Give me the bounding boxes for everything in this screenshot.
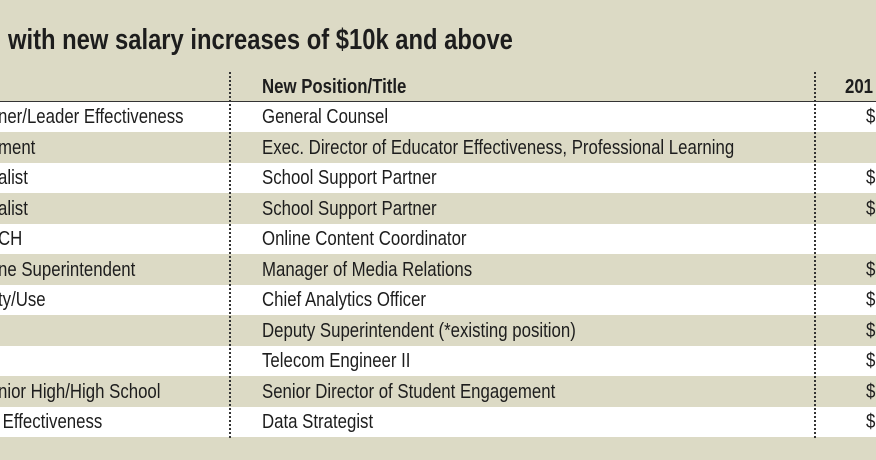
column-divider [814,72,816,438]
salary: $ [866,197,876,220]
table-row: ment Exec. Director of Educator Effective… [0,133,876,163]
new-position: Chief Analytics Officer [262,289,427,311]
old-position: CH [0,228,23,250]
old-position: ment [0,136,36,159]
salary: $ [866,258,876,281]
column-header: New Position/Title [262,76,407,98]
new-position: School Support Partner [262,197,437,220]
table-row: ne Superintendent Manager of Media Relati… [0,255,876,285]
new-position: Data Strategist [262,411,374,433]
new-position: General Counsel [262,106,389,128]
salary: $ [866,106,876,128]
header-rule [0,101,876,102]
new-position: Online Content Coordinator [262,228,467,250]
table-row: CH Online Content Coordinator [0,224,876,254]
old-position: alist [0,167,28,189]
table-row: nior High/High School Senior Director of … [0,377,876,407]
old-position: ne Superintendent [0,258,136,281]
old-position: ner/Leader Effectiveness [0,106,184,128]
table-row: Deputy Superintendent (*existing positio… [0,316,876,346]
table-title: with new salary increases of $10k and ab… [8,24,513,56]
table-row: ner/Leader Effectiveness General Counsel $ [0,102,876,132]
table-row: alist School Support Partner $ [0,163,876,193]
new-position: School Support Partner [262,167,437,189]
column-divider [229,72,231,438]
new-position: Exec. Director of Educator Effectiveness… [262,136,735,159]
table-row: ty/Use Chief Analytics Officer $ [0,285,876,315]
new-position: Telecom Engineer II [262,350,411,372]
old-position: alist [0,197,28,220]
table-row: alist School Support Partner $ [0,194,876,224]
salary: $ [866,289,876,311]
column-header: 201 [845,76,874,98]
salary: $ [866,411,876,433]
new-position: Manager of Media Relations [262,258,473,281]
new-position: Senior Director of Student Engagement [262,380,556,403]
old-position: Effectiveness [0,411,103,433]
new-position: Deputy Superintendent (*existing positio… [262,319,576,342]
salary: $ [866,167,876,189]
old-position: nior High/High School [0,380,161,403]
table-row: Telecom Engineer II $ [0,346,876,376]
table-row: Effectiveness Data Strategist $ [0,407,876,437]
salary: $ [866,350,876,372]
old-position: ty/Use [0,289,46,311]
salary: $ [866,319,876,342]
salary: $ [866,380,876,403]
